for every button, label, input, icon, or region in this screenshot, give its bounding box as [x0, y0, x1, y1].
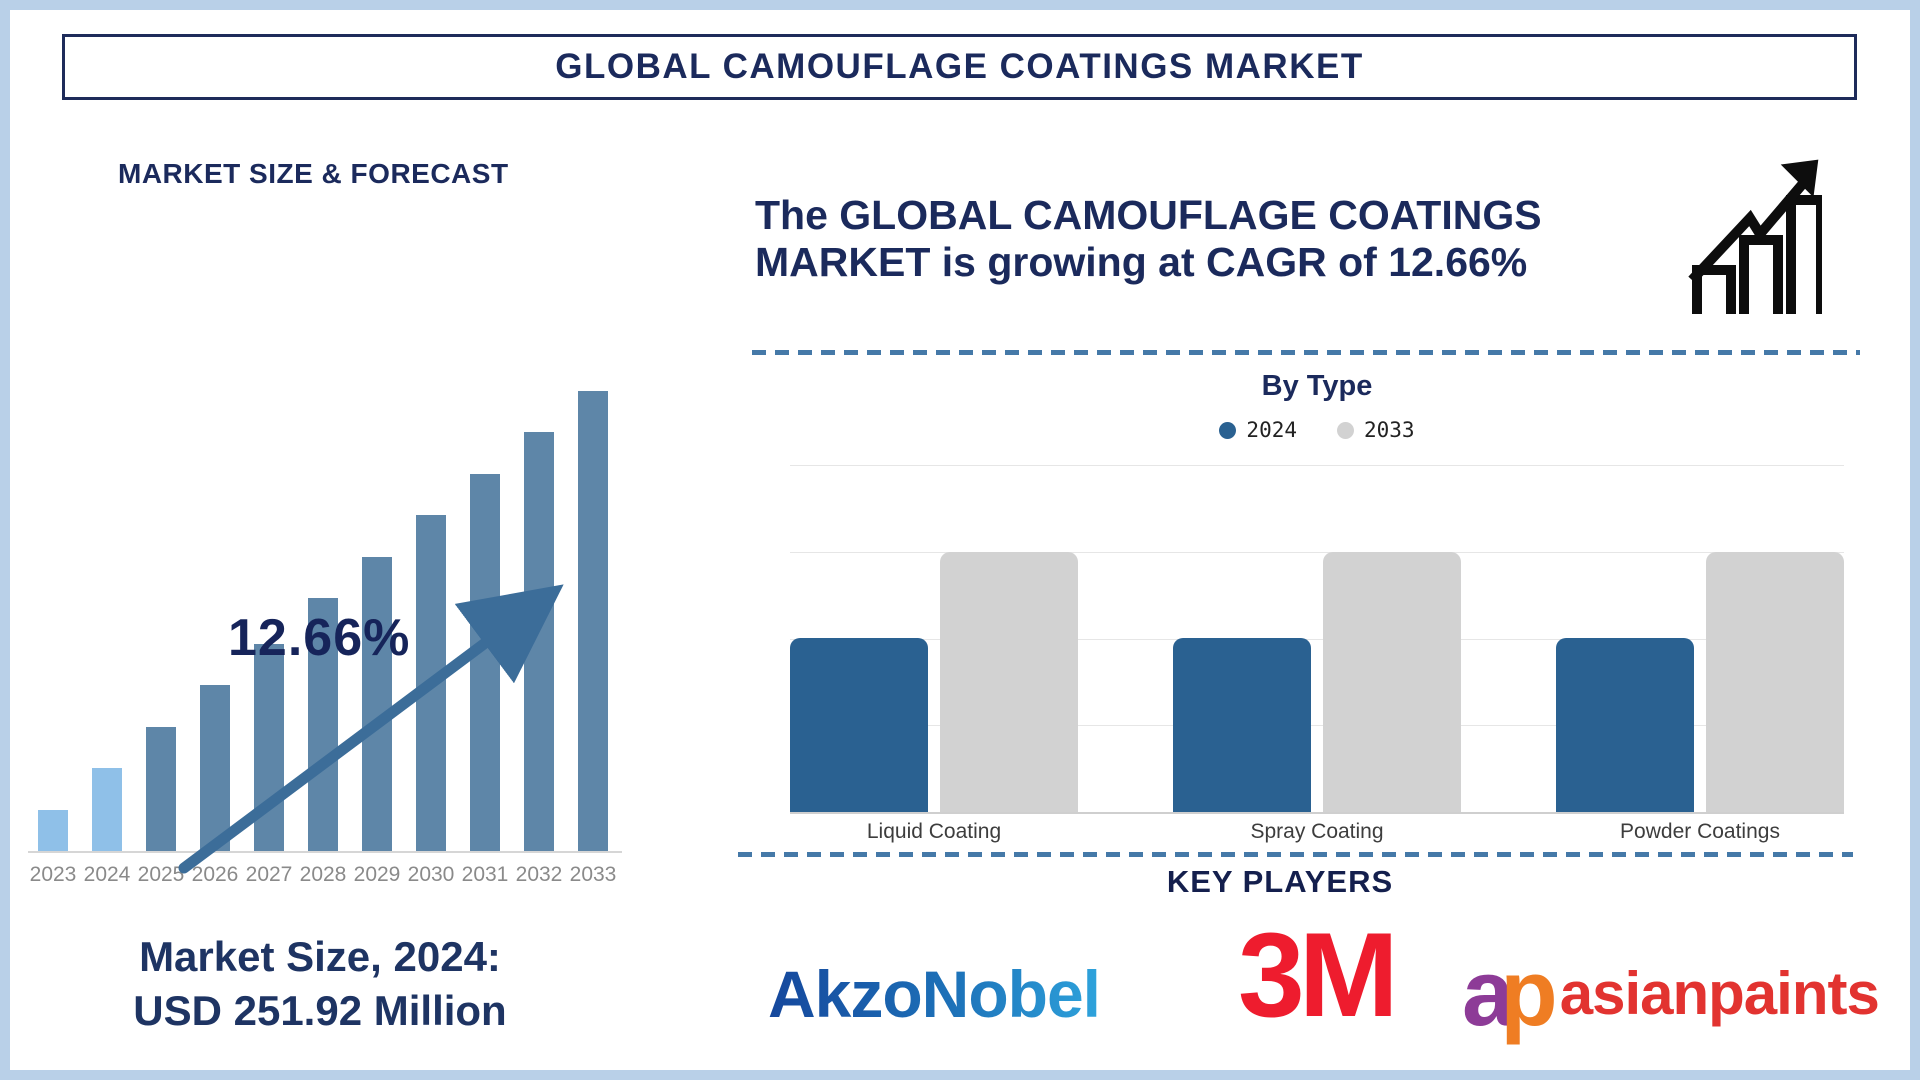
growth-chart-icon — [1688, 159, 1822, 314]
forecast-bar-2025 — [146, 727, 176, 851]
year-label-2027: 2027 — [245, 863, 293, 886]
market-size-callout: Market Size, 2024: USD 251.92 Million — [30, 930, 610, 1038]
page-title: GLOBAL CAMOUFLAGE COATINGS MARKET — [555, 47, 1364, 86]
legend-item-2033: 2033 — [1337, 418, 1415, 442]
year-label-2029: 2029 — [353, 863, 401, 886]
divider-dashed-bottom — [738, 852, 1853, 857]
bar-column-2030: 2030 — [408, 300, 454, 886]
year-label-2033: 2033 — [569, 863, 617, 886]
bar-2024-liquid-coating — [790, 638, 928, 812]
legend-dot-icon — [1219, 421, 1237, 439]
page-title-box: GLOBAL CAMOUFLAGE COATINGS MARKET — [62, 34, 1857, 100]
bar-2033-liquid-coating — [940, 552, 1078, 812]
bar-column-2028: 2028 — [300, 300, 346, 886]
gridline — [790, 638, 1844, 640]
legend-dot-icon — [1337, 421, 1354, 439]
bar-2033-spray-coating — [1323, 552, 1461, 812]
legend-item-2024: 2024 — [1219, 418, 1297, 442]
by-type-chart: Liquid Coating Spray Coating Powder Coatin… — [790, 465, 1844, 843]
market-size-line2: USD 251.92 Million — [133, 987, 507, 1034]
bar-2033-powder-coatings — [1706, 552, 1844, 812]
category-label: Liquid Coating — [866, 820, 1002, 843]
bar-column-2023: 2023 — [30, 300, 76, 886]
bar-2024-powder-coatings — [1556, 638, 1694, 812]
forecast-bar-2024 — [92, 768, 122, 851]
cagr-headline: The GLOBAL CAMOUFLAGE COATINGS MARKET is… — [755, 192, 1705, 286]
forecast-bar-2033 — [578, 391, 608, 851]
bar-column-2025: 2025 — [138, 300, 184, 886]
year-label-2025: 2025 — [137, 863, 185, 886]
cagr-headline-line2: MARKET is growing at CAGR of 12.66% — [755, 239, 1528, 285]
akzonobel-logo: AkzoNobel — [768, 957, 1101, 1031]
category-label: Powder Coatings — [1620, 820, 1780, 843]
by-type-title: By Type — [1261, 370, 1373, 402]
bar-2024-spray-coating — [1173, 638, 1311, 812]
market-size-line1: Market Size, 2024: — [139, 933, 501, 980]
legend-label: 2024 — [1246, 418, 1297, 442]
3m-logo: 3M — [1238, 908, 1399, 1042]
year-label-2023: 2023 — [29, 863, 77, 886]
asianpaints-ap-monogram-icon: ap — [1462, 940, 1558, 1045]
asianpaints-wordmark: asianpaints — [1559, 959, 1880, 1027]
bar-column-2026: 2026 — [192, 300, 238, 886]
gridline — [790, 725, 1844, 727]
bar-group-spray-coating: Spray Coating — [1173, 465, 1461, 843]
market-size-forecast-heading: MARKET SIZE & FORECAST — [118, 158, 509, 189]
gridline — [790, 465, 1844, 466]
year-label-2028: 2028 — [299, 863, 347, 886]
bar-group-powder-coatings: Powder Coatings — [1556, 465, 1844, 843]
year-label-2024: 2024 — [83, 863, 131, 886]
bar-column-2029: 2029 — [354, 300, 400, 886]
bar-column-2033: 2033 — [570, 300, 616, 886]
cagr-value: 12.66% — [228, 609, 411, 667]
cagr-headline-line1: The GLOBAL CAMOUFLAGE COATINGS — [755, 192, 1542, 238]
x-axis-line — [28, 851, 622, 853]
forecast-bar-2026 — [200, 685, 230, 851]
category-label: Spray Coating — [1250, 820, 1384, 843]
key-players-title: KEY PLAYERS — [1166, 864, 1394, 899]
year-label-2032: 2032 — [515, 863, 563, 886]
by-type-legend: 2024 2033 — [790, 418, 1844, 442]
asianpaints-logo: ap asianpaints — [1462, 940, 1880, 1045]
year-label-2026: 2026 — [191, 863, 239, 886]
bar-group-liquid-coating: Liquid Coating — [790, 465, 1078, 843]
gridline — [790, 551, 1844, 553]
legend-label: 2033 — [1364, 418, 1415, 442]
year-label-2030: 2030 — [407, 863, 455, 886]
bar-column-2024: 2024 — [84, 300, 130, 886]
forecast-bar-2028 — [308, 598, 338, 851]
growth-trend-arrow-icon — [178, 584, 564, 874]
forecast-bar-2023 — [38, 810, 68, 851]
forecast-bar-2029 — [362, 557, 392, 851]
divider-dashed-top — [752, 350, 1860, 355]
year-label-2031: 2031 — [461, 863, 509, 886]
market-size-forecast-chart: 2023 2024 2025 2026 2027 2028 2029 2030 2031 2032… — [28, 300, 622, 886]
by-type-bar-groups: Liquid Coating Spray Coating Powder Coatin… — [790, 465, 1844, 843]
